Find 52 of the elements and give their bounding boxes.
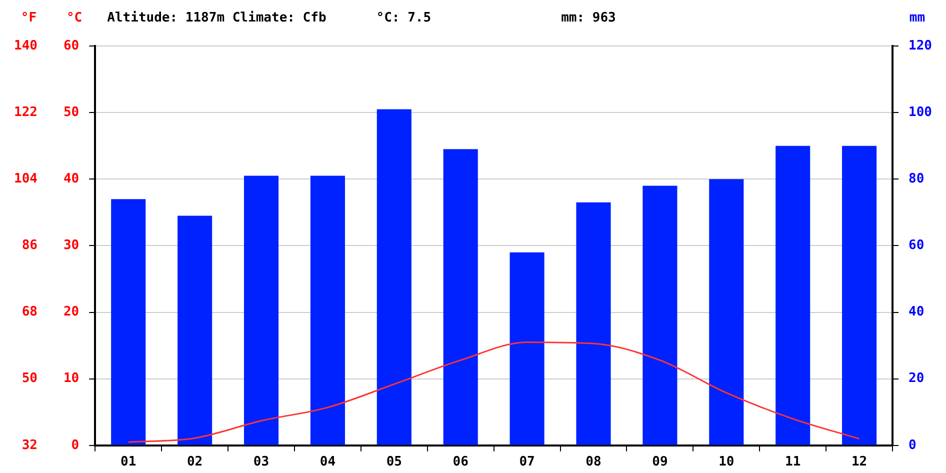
y2-tick-label: 80 xyxy=(908,172,924,187)
y3-tick-label: 86 xyxy=(22,238,38,254)
x-tick-label: 02 xyxy=(186,454,203,470)
x-tick-label: 10 xyxy=(718,454,734,470)
bar xyxy=(842,146,877,445)
bar xyxy=(244,176,279,445)
y2-tick-label: 0 xyxy=(908,438,917,453)
x-tick-label: 08 xyxy=(586,454,602,470)
bar xyxy=(111,199,146,445)
y2-tick-label: 120 xyxy=(908,38,932,54)
y-tick-label: 30 xyxy=(63,238,80,254)
y3-tick-label: 32 xyxy=(22,438,38,453)
y-tick-label: 20 xyxy=(63,304,80,320)
y2-tick-label: 40 xyxy=(908,304,924,320)
y-tick-label: 60 xyxy=(63,38,80,54)
x-tick-label: 07 xyxy=(519,454,535,470)
bar xyxy=(376,109,412,445)
y2-tick-label: 100 xyxy=(908,104,932,120)
bar xyxy=(178,216,212,445)
y-tick-label: 40 xyxy=(63,172,80,187)
x-tick-label: 06 xyxy=(452,454,469,470)
y3-tick-label: 140 xyxy=(14,38,38,54)
y2-axis-title: mm xyxy=(909,10,926,26)
line-series xyxy=(128,341,860,443)
x-tick-label: 01 xyxy=(120,454,136,470)
y-tick-label: 50 xyxy=(63,104,80,120)
y2-tick-label: 20 xyxy=(908,371,924,386)
x-tick-label: 12 xyxy=(851,454,868,470)
x-tick-label: 03 xyxy=(253,454,270,470)
bar xyxy=(709,179,744,445)
x-tick-label: 05 xyxy=(386,454,402,470)
y3-tick-label: 68 xyxy=(22,304,38,320)
bar xyxy=(310,176,345,445)
bar xyxy=(576,202,611,445)
bar xyxy=(776,146,810,445)
bar xyxy=(443,149,478,445)
text: °C: 7.5 xyxy=(376,10,432,26)
x-tick-label: 11 xyxy=(785,454,801,470)
y2-tick-label: 60 xyxy=(908,238,924,254)
text: mm: 963 xyxy=(561,10,616,26)
y3-tick-label: 50 xyxy=(22,371,38,386)
y3-tick-label: 104 xyxy=(14,172,38,187)
bar xyxy=(510,252,544,445)
y-tick-label: 0 xyxy=(71,438,80,453)
bar xyxy=(642,186,678,445)
y3-tick-label: 122 xyxy=(14,104,38,120)
x-tick-label: 04 xyxy=(320,454,336,470)
x-tick-label: 09 xyxy=(652,454,668,470)
y-tick-label: 10 xyxy=(63,371,80,386)
y-axis-title: °C xyxy=(66,10,82,26)
chart-title: Altitude: 1187m Climate: Cfb xyxy=(107,10,326,26)
y3-axis-title: °F xyxy=(20,10,37,26)
